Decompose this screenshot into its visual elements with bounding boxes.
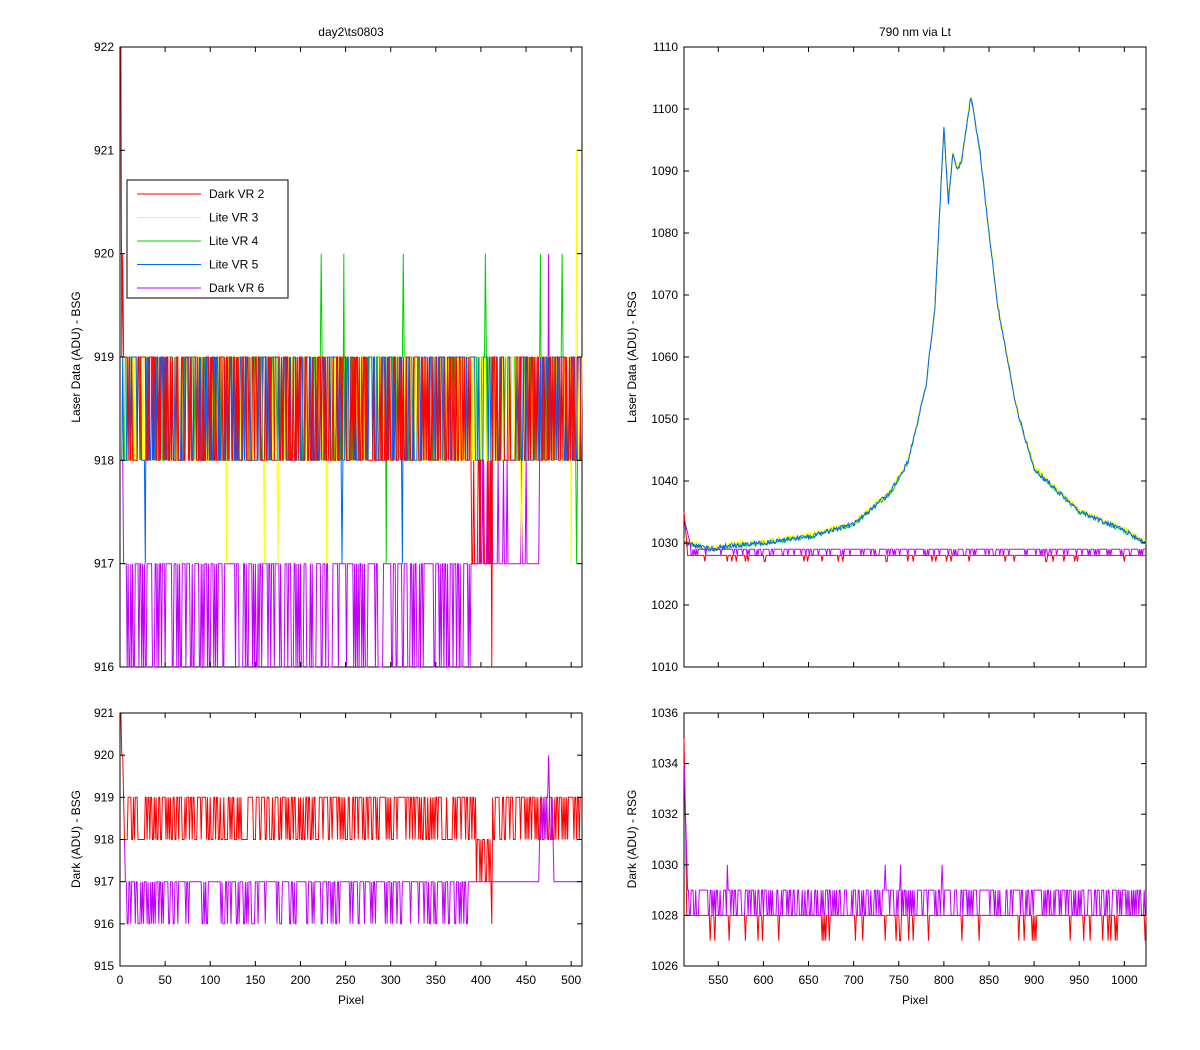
left-bottom-xlabel: Pixel: [338, 993, 364, 1007]
legend-entry: Lite VR 5: [209, 258, 259, 272]
x-tick-label: 550: [708, 973, 728, 987]
right-bottom-series: [683, 738, 1147, 942]
right-top-title: 790 nm via Lt: [879, 25, 952, 39]
y-tick-label: 918: [94, 833, 114, 847]
y-tick-label: 922: [94, 40, 114, 54]
y-tick-label: 916: [94, 660, 114, 674]
series-dark-vr-6: [120, 755, 582, 925]
x-tick-label: 600: [753, 973, 773, 987]
x-tick-label: 850: [979, 973, 999, 987]
y-tick-label: 1070: [651, 288, 678, 302]
left-top-panel: 916 917 918 919 920 921 922 day2\ts0803 Laser …: [69, 25, 583, 674]
x-tick-label: 400: [471, 973, 491, 987]
x-tick-label: 50: [158, 973, 172, 987]
series-dark-vr-6: [120, 253, 583, 668]
y-tick-label: 917: [94, 557, 114, 571]
y-tick-label: 917: [94, 875, 114, 889]
y-tick-label: 1110: [653, 40, 678, 54]
legend: Dark VR 2 Lite VR 3 Lite VR 4 Lite VR 5 Dark…: [126, 179, 289, 299]
x-tick-label: 900: [1024, 973, 1044, 987]
right-top-series: [683, 96, 1147, 563]
y-tick-label: 920: [94, 247, 114, 261]
right-top-panel: 1010 1020 1030 1040 1050 1060 1070 1080 1090 1100…: [625, 25, 1147, 674]
x-tick-label: 800: [934, 973, 954, 987]
y-tick-label: 1060: [651, 350, 678, 364]
x-tick-label: 150: [245, 973, 265, 987]
x-tick-label: 350: [426, 973, 446, 987]
y-tick-label: 1032: [651, 807, 678, 821]
y-tick-label: 921: [94, 143, 114, 157]
y-tick-label: 1010: [651, 660, 678, 674]
legend-entry: Dark VR 2: [209, 187, 265, 201]
right-bottom-panel: 1026 1028 1030 1032 1034 1036 550 600 650 700 750 8…: [625, 706, 1147, 1007]
y-tick-label: 919: [94, 350, 114, 364]
y-tick-label: 1026: [651, 959, 678, 973]
y-tick-label: 1100: [652, 102, 678, 116]
right-bottom-ylabel: Dark (ADU) - RSG: [625, 790, 639, 889]
x-tick-label: 650: [799, 973, 819, 987]
left-top-series: [120, 46, 583, 668]
x-tick-label: 300: [381, 973, 401, 987]
y-tick-label: 919: [94, 790, 114, 804]
x-tick-label: 700: [844, 973, 864, 987]
x-tick-label: 950: [1069, 973, 1089, 987]
y-tick-label: 1028: [651, 908, 678, 922]
x-tick-label: 500: [561, 973, 581, 987]
right-bottom-xlabel: Pixel: [902, 993, 928, 1007]
y-tick-label: 1080: [651, 226, 678, 240]
left-bottom-series: [120, 712, 582, 925]
right-top-axes: 1010 1020 1030 1040 1050 1060 1070 1080 1090 1100…: [651, 40, 1146, 674]
left-bottom-axes: 915 916 917 918 919 920 921 0 50 100 150 200 250 300 3…: [94, 706, 582, 987]
series-dark-vr-2: [120, 46, 582, 668]
y-tick-label: 1036: [651, 706, 678, 720]
y-tick-label: 1030: [651, 536, 678, 550]
x-tick-label: 750: [889, 973, 909, 987]
x-tick-label: 100: [200, 973, 220, 987]
legend-entry: Lite VR 3: [209, 211, 259, 225]
y-tick-label: 1090: [651, 164, 678, 178]
x-tick-label: 200: [290, 973, 310, 987]
left-top-axes: 916 917 918 919 920 921 922: [94, 40, 582, 674]
x-tick-label: 250: [336, 973, 356, 987]
series-lite-vr-5: [683, 97, 1147, 552]
y-tick-label: 1040: [651, 474, 678, 488]
series-dark-vr-2: [683, 511, 1146, 563]
y-tick-label: 920: [94, 748, 114, 762]
y-tick-label: 916: [94, 917, 114, 931]
left-top-ylabel: Laser Data (ADU) - BSG: [69, 291, 83, 422]
y-tick-label: 1030: [651, 858, 678, 872]
left-bottom-panel: 915 916 917 918 919 920 921 0 50 100 150 200 250 300 3…: [69, 706, 583, 1007]
x-tick-label: 450: [516, 973, 536, 987]
x-tick-label: 0: [117, 973, 124, 987]
y-tick-label: 918: [94, 453, 114, 467]
left-bottom-ylabel: Dark (ADU) - BSG: [69, 790, 83, 888]
y-tick-label: 1050: [651, 412, 678, 426]
series-dark-vr-6: [683, 763, 1146, 916]
y-tick-label: 915: [94, 959, 114, 973]
right-top-ylabel: Laser Data (ADU) - RSG: [625, 291, 639, 423]
x-tick-label: 1000: [1111, 973, 1138, 987]
series-dark-vr-2: [120, 712, 582, 924]
right-bottom-axes: 1026 1028 1030 1032 1034 1036 550 600 650 700 750 8…: [651, 706, 1146, 987]
y-tick-label: 1020: [651, 598, 678, 612]
y-tick-label: 1034: [651, 757, 678, 771]
legend-entry: Dark VR 6: [209, 281, 265, 295]
y-tick-label: 921: [94, 706, 114, 720]
left-top-title: day2\ts0803: [318, 25, 384, 39]
legend-entry: Lite VR 4: [209, 234, 259, 248]
